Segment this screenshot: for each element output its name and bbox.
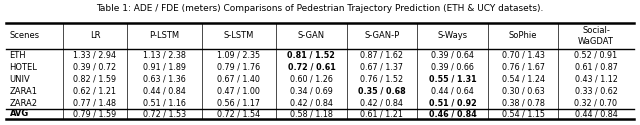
Text: S-GAN: S-GAN <box>298 32 325 40</box>
Text: 0.44 / 0.84: 0.44 / 0.84 <box>575 110 618 118</box>
Text: 0.54 / 1.15: 0.54 / 1.15 <box>502 110 545 118</box>
Text: 0.51 / 0.92: 0.51 / 0.92 <box>429 99 476 108</box>
Text: 0.54 / 1.24: 0.54 / 1.24 <box>502 75 545 84</box>
Text: LR: LR <box>90 32 100 40</box>
Text: P-LSTM: P-LSTM <box>149 32 179 40</box>
Text: 0.51 / 1.16: 0.51 / 1.16 <box>143 99 186 108</box>
Text: HOTEL: HOTEL <box>10 63 38 72</box>
Text: 0.72 / 1.53: 0.72 / 1.53 <box>143 110 186 118</box>
Text: 0.79 / 1.76: 0.79 / 1.76 <box>218 63 260 72</box>
Text: 0.79 / 1.59: 0.79 / 1.59 <box>74 110 116 118</box>
Text: 0.62 / 1.21: 0.62 / 1.21 <box>74 87 116 96</box>
Text: 0.58 / 1.18: 0.58 / 1.18 <box>290 110 333 118</box>
Text: ZARA1: ZARA1 <box>10 87 38 96</box>
Text: 1.13 / 2.38: 1.13 / 2.38 <box>143 51 186 60</box>
Text: 0.42 / 0.84: 0.42 / 0.84 <box>290 99 333 108</box>
Text: 0.67 / 1.40: 0.67 / 1.40 <box>218 75 260 84</box>
Text: 0.46 / 0.84: 0.46 / 0.84 <box>429 110 476 118</box>
Text: ZARA2: ZARA2 <box>10 99 38 108</box>
Text: Table 1: ADE / FDE (meters) Comparisons of Pedestrian Trajectory Prediction (ETH: Table 1: ADE / FDE (meters) Comparisons … <box>96 4 544 13</box>
Text: S-Ways: S-Ways <box>437 32 468 40</box>
Text: 0.47 / 1.00: 0.47 / 1.00 <box>218 87 260 96</box>
Text: 0.91 / 1.89: 0.91 / 1.89 <box>143 63 186 72</box>
Text: 0.35 / 0.68: 0.35 / 0.68 <box>358 87 406 96</box>
Text: ETH: ETH <box>10 51 26 60</box>
Text: 0.32 / 0.70: 0.32 / 0.70 <box>575 99 618 108</box>
Text: 0.39 / 0.72: 0.39 / 0.72 <box>74 63 116 72</box>
Text: 0.87 / 1.62: 0.87 / 1.62 <box>360 51 403 60</box>
Text: 0.38 / 0.78: 0.38 / 0.78 <box>502 99 545 108</box>
Text: S-LSTM: S-LSTM <box>223 32 254 40</box>
Text: 0.67 / 1.37: 0.67 / 1.37 <box>360 63 403 72</box>
Text: 0.72 / 0.61: 0.72 / 0.61 <box>287 63 335 72</box>
Text: Social-
WaGDAT: Social- WaGDAT <box>578 26 614 46</box>
Text: 0.52 / 0.91: 0.52 / 0.91 <box>575 51 618 60</box>
Text: 0.44 / 0.84: 0.44 / 0.84 <box>143 87 186 96</box>
Text: 0.63 / 1.36: 0.63 / 1.36 <box>143 75 186 84</box>
Text: 0.56 / 1.17: 0.56 / 1.17 <box>218 99 260 108</box>
Text: AVG: AVG <box>10 110 29 118</box>
Text: 0.60 / 1.26: 0.60 / 1.26 <box>290 75 333 84</box>
Text: 0.30 / 0.63: 0.30 / 0.63 <box>502 87 545 96</box>
Text: 0.39 / 0.64: 0.39 / 0.64 <box>431 51 474 60</box>
Text: 0.70 / 1.43: 0.70 / 1.43 <box>502 51 545 60</box>
Text: UNIV: UNIV <box>10 75 30 84</box>
Text: 0.55 / 1.31: 0.55 / 1.31 <box>429 75 476 84</box>
Text: 0.44 / 0.64: 0.44 / 0.64 <box>431 87 474 96</box>
Text: 0.76 / 1.52: 0.76 / 1.52 <box>360 75 403 84</box>
Text: 0.61 / 0.87: 0.61 / 0.87 <box>575 63 618 72</box>
Text: 0.72 / 1.54: 0.72 / 1.54 <box>218 110 260 118</box>
Text: S-GAN-P: S-GAN-P <box>364 32 399 40</box>
Text: 0.61 / 1.21: 0.61 / 1.21 <box>360 110 403 118</box>
Text: Scenes: Scenes <box>10 32 40 40</box>
Text: 1.33 / 2.94: 1.33 / 2.94 <box>74 51 116 60</box>
Text: 0.81 / 1.52: 0.81 / 1.52 <box>287 51 335 60</box>
Text: 0.82 / 1.59: 0.82 / 1.59 <box>74 75 116 84</box>
Text: 0.42 / 0.84: 0.42 / 0.84 <box>360 99 403 108</box>
Text: 0.43 / 1.12: 0.43 / 1.12 <box>575 75 618 84</box>
Text: 0.76 / 1.67: 0.76 / 1.67 <box>502 63 545 72</box>
Text: 0.33 / 0.62: 0.33 / 0.62 <box>575 87 618 96</box>
Text: 0.34 / 0.69: 0.34 / 0.69 <box>290 87 333 96</box>
Text: 1.09 / 2.35: 1.09 / 2.35 <box>218 51 260 60</box>
Text: SoPhie: SoPhie <box>509 32 538 40</box>
Text: 0.77 / 1.48: 0.77 / 1.48 <box>74 99 116 108</box>
Text: 0.39 / 0.66: 0.39 / 0.66 <box>431 63 474 72</box>
